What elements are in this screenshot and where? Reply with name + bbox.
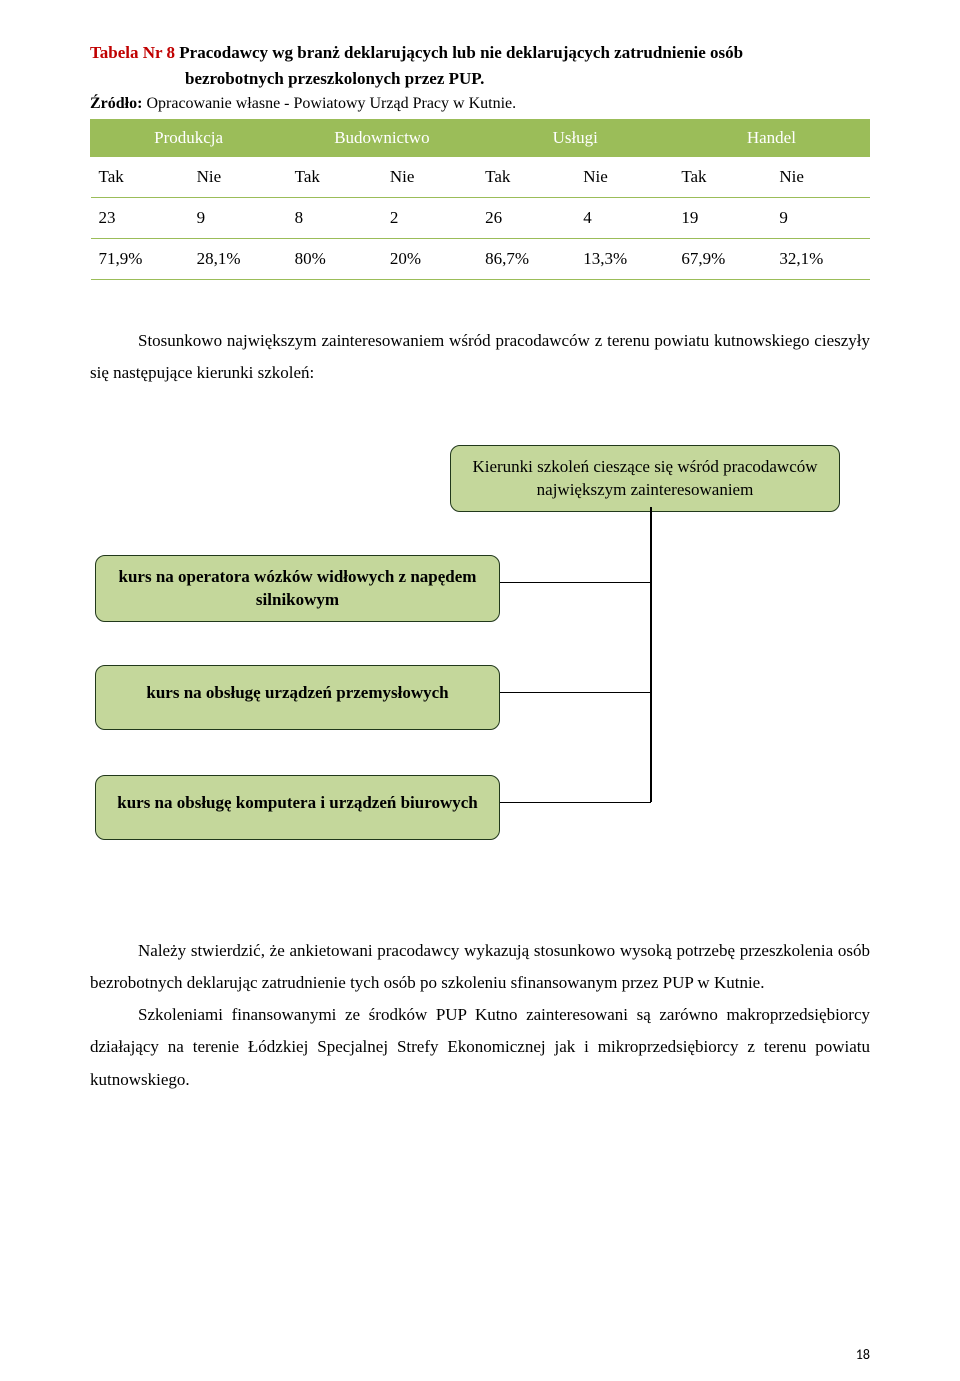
sub-cell: Tak bbox=[91, 157, 189, 198]
pct-cell: 32,1% bbox=[771, 239, 869, 280]
pct-cell: 86,7% bbox=[477, 239, 575, 280]
table-sub-row: Tak Nie Tak Nie Tak Nie Tak Nie bbox=[91, 157, 870, 198]
pct-cell: 67,9% bbox=[673, 239, 771, 280]
paragraph-2-text: Należy stwierdzić, że ankietowani pracod… bbox=[90, 941, 870, 992]
table-title-prefix: Tabela Nr 8 bbox=[90, 43, 175, 62]
sub-cell: Tak bbox=[287, 157, 382, 198]
diagram-item-2-text: kurs na obsługę urządzeń przemysłowych bbox=[146, 683, 448, 702]
diagram-branch bbox=[500, 692, 651, 694]
paragraph-3-text: Szkoleniami finansowanymi ze środków PUP… bbox=[90, 1005, 870, 1089]
source-label: Źródło: bbox=[90, 95, 142, 112]
group-header: Handel bbox=[673, 120, 869, 157]
group-header: Usługi bbox=[477, 120, 673, 157]
pct-cell: 13,3% bbox=[575, 239, 673, 280]
table-counts-row: 23 9 8 2 26 4 19 9 bbox=[91, 198, 870, 239]
count-cell: 8 bbox=[287, 198, 382, 239]
page-number: 18 bbox=[856, 1346, 870, 1363]
group-header: Produkcja bbox=[91, 120, 287, 157]
paragraph-1: Stosunkowo największym zainteresowaniem … bbox=[90, 325, 870, 390]
count-cell: 9 bbox=[189, 198, 287, 239]
count-cell: 2 bbox=[382, 198, 477, 239]
count-cell: 4 bbox=[575, 198, 673, 239]
table-pct-row: 71,9% 28,1% 80% 20% 86,7% 13,3% 67,9% 32… bbox=[91, 239, 870, 280]
training-diagram: Kierunki szkoleń cieszące się wśród prac… bbox=[90, 445, 870, 885]
table-title-line2: bezrobotnych przeszkolonych przez PUP. bbox=[90, 66, 870, 92]
count-cell: 26 bbox=[477, 198, 575, 239]
paragraph-3: Szkoleniami finansowanymi ze środków PUP… bbox=[90, 999, 870, 1096]
count-cell: 19 bbox=[673, 198, 771, 239]
data-table: Produkcja Budownictwo Usługi Handel Tak … bbox=[90, 119, 870, 280]
table-source: Źródło: Opracowanie własne - Powiatowy U… bbox=[90, 95, 870, 113]
diagram-branch bbox=[500, 582, 651, 584]
diagram-item-3-text: kurs na obsługę komputera i urządzeń biu… bbox=[117, 793, 478, 812]
pct-cell: 71,9% bbox=[91, 239, 189, 280]
diagram-item-1-line2: silnikowym bbox=[256, 590, 339, 609]
diagram-spine bbox=[650, 507, 652, 802]
diagram-branch bbox=[500, 802, 651, 804]
sub-cell: Nie bbox=[189, 157, 287, 198]
pct-cell: 20% bbox=[382, 239, 477, 280]
count-cell: 23 bbox=[91, 198, 189, 239]
group-header: Budownictwo bbox=[287, 120, 478, 157]
diagram-item-1-line1: kurs na operatora wózków widłowych z nap… bbox=[119, 567, 477, 586]
paragraph-2: Należy stwierdzić, że ankietowani pracod… bbox=[90, 935, 870, 1000]
table-group-row: Produkcja Budownictwo Usługi Handel bbox=[91, 120, 870, 157]
count-cell: 9 bbox=[771, 198, 869, 239]
diagram-item-2: kurs na obsługę urządzeń przemysłowych bbox=[95, 665, 500, 730]
diagram-header-line2: największym zainteresowaniem bbox=[537, 480, 754, 499]
table-title: Tabela Nr 8 Pracodawcy wg branż deklaruj… bbox=[90, 40, 870, 91]
diagram-item-1: kurs na operatora wózków widłowych z nap… bbox=[95, 555, 500, 623]
diagram-header-box: Kierunki szkoleń cieszące się wśród prac… bbox=[450, 445, 840, 513]
paragraph-1-text: Stosunkowo największym zainteresowaniem … bbox=[90, 331, 870, 382]
pct-cell: 28,1% bbox=[189, 239, 287, 280]
sub-cell: Nie bbox=[575, 157, 673, 198]
sub-cell: Tak bbox=[673, 157, 771, 198]
sub-cell: Tak bbox=[477, 157, 575, 198]
diagram-item-3: kurs na obsługę komputera i urządzeń biu… bbox=[95, 775, 500, 840]
table-title-line1: Pracodawcy wg branż deklarujących lub ni… bbox=[175, 43, 743, 62]
sub-cell: Nie bbox=[382, 157, 477, 198]
sub-cell: Nie bbox=[771, 157, 869, 198]
pct-cell: 80% bbox=[287, 239, 382, 280]
diagram-header-line1: Kierunki szkoleń cieszące się wśród prac… bbox=[472, 457, 817, 476]
source-text: Opracowanie własne - Powiatowy Urząd Pra… bbox=[142, 95, 516, 112]
